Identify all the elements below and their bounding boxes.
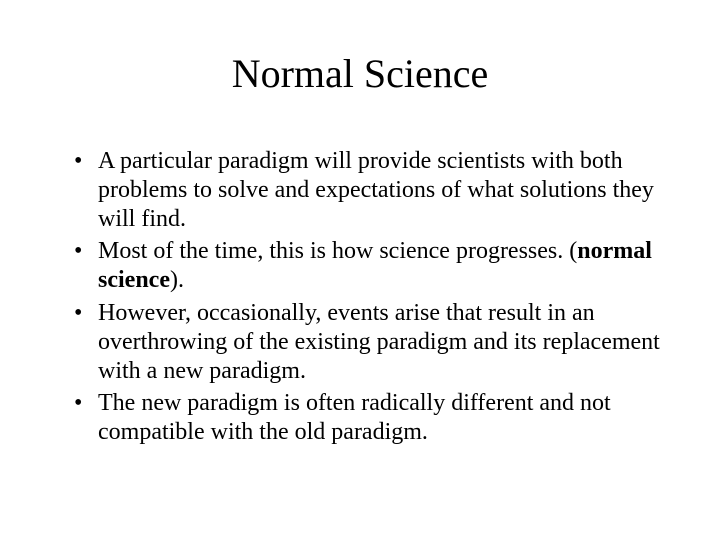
slide-title: Normal Science — [60, 50, 660, 97]
bullet-text: However, occasionally, events arise that… — [98, 300, 660, 384]
list-item: However, occasionally, events arise that… — [70, 299, 660, 385]
list-item: A particular paradigm will provide scien… — [70, 147, 660, 233]
list-item: The new paradigm is often radically diff… — [70, 389, 660, 447]
slide: Normal Science A particular paradigm wil… — [0, 0, 720, 540]
bullet-text: A particular paradigm will provide scien… — [98, 148, 654, 232]
list-item: Most of the time, this is how science pr… — [70, 237, 660, 295]
bullet-list: A particular paradigm will provide scien… — [70, 147, 660, 447]
bullet-text-prefix: Most of the time, this is how science pr… — [98, 238, 577, 264]
bullet-text-suffix: ). — [170, 267, 184, 293]
bullet-text: The new paradigm is often radically diff… — [98, 390, 611, 445]
